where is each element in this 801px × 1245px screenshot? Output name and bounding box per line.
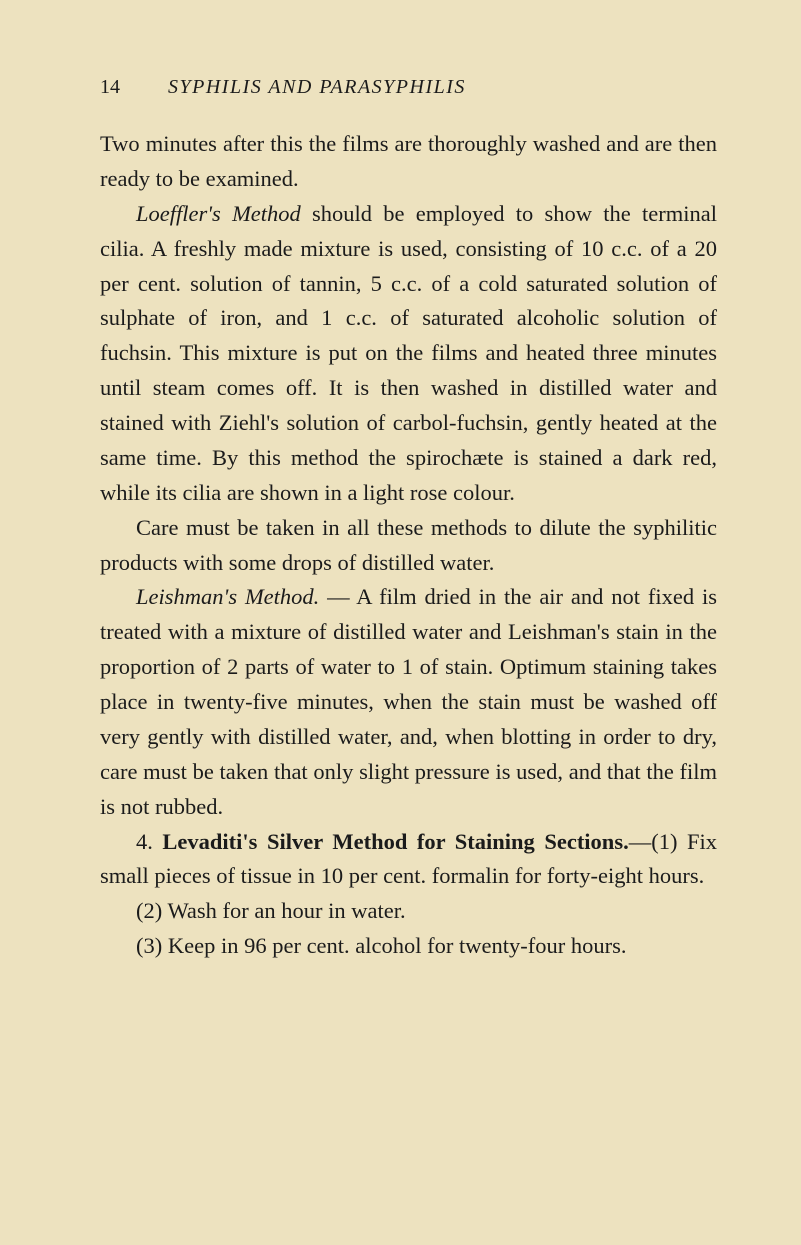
text-run: Care must be taken in all these methods … xyxy=(100,515,717,575)
paragraph: (2) Wash for an hour in water. xyxy=(100,894,717,929)
paragraph: 4. Levaditi's Silver Method for Staining… xyxy=(100,825,717,895)
text-run: — A film dried in the air and not fixed … xyxy=(100,584,717,818)
section-heading: Levaditi's Silver Method for Staining Se… xyxy=(162,829,628,854)
body-text: Two minutes after this the films are tho… xyxy=(100,127,717,964)
running-title: SYPHILIS AND PARASYPHILIS xyxy=(168,76,466,99)
text-run: should be employed to show the terminal … xyxy=(100,201,717,505)
paragraph: (3) Keep in 96 per cent. alcohol for twe… xyxy=(100,929,717,964)
page-number: 14 xyxy=(100,76,120,99)
running-head: 14 SYPHILIS AND PARASYPHILIS xyxy=(100,76,717,99)
list-number: 4. xyxy=(136,829,162,854)
paragraph: Leishman's Method. — A film dried in the… xyxy=(100,580,717,824)
method-name: Leishman's Method. xyxy=(136,584,319,609)
text-run: Two minutes after this the films are tho… xyxy=(100,131,717,191)
book-page: 14 SYPHILIS AND PARASYPHILIS Two minutes… xyxy=(0,0,801,1245)
paragraph: Two minutes after this the films are tho… xyxy=(100,127,717,197)
method-name: Loeffler's Method xyxy=(136,201,301,226)
text-run: (3) Keep in 96 per cent. alcohol for twe… xyxy=(136,933,626,958)
text-run: (2) Wash for an hour in water. xyxy=(136,898,406,923)
paragraph: Care must be taken in all these methods … xyxy=(100,511,717,581)
paragraph: Loeffler's Method should be employed to … xyxy=(100,197,717,511)
